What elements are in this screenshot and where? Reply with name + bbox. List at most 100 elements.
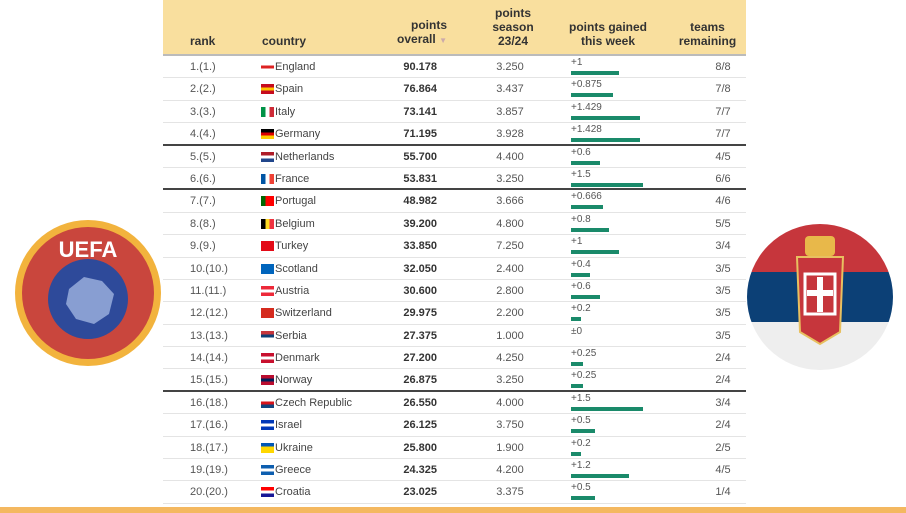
flag-icon xyxy=(261,196,274,207)
country-name[interactable]: Italy xyxy=(275,105,296,118)
points-week: +0.2 xyxy=(571,303,591,315)
country-name[interactable]: Portugal xyxy=(275,195,316,208)
points-week: +1 xyxy=(571,236,583,248)
table-row: 19.(19.) Greece 24.325 4.200 +1.2 4/5 xyxy=(163,459,746,482)
teams-remaining: 6/6 xyxy=(715,172,731,185)
points-season: 2.200 xyxy=(496,307,524,320)
points-week-bar xyxy=(571,182,643,187)
points-week: +0.2 xyxy=(571,437,591,449)
header-teams[interactable]: teams remaining xyxy=(678,20,737,48)
points-week: +0.4 xyxy=(571,258,591,270)
rank: 1.(1.) xyxy=(190,61,216,73)
table-row: 13.(13.) Serbia 27.375 1.000 ±0 3/5 xyxy=(163,325,746,348)
teams-remaining: 2/5 xyxy=(715,441,731,454)
points-season: 3.857 xyxy=(496,105,524,118)
teams-remaining: 3/5 xyxy=(715,284,731,297)
country-name[interactable]: Greece xyxy=(275,464,312,477)
rank: 19.(19.) xyxy=(190,464,228,477)
rank: 4.(4.) xyxy=(190,128,216,141)
rank: 17.(16.) xyxy=(190,419,228,432)
rank: 10.(10.) xyxy=(190,262,228,275)
country-name[interactable]: France xyxy=(275,172,310,185)
country-name[interactable]: Spain xyxy=(275,83,304,96)
points-overall: 32.050 xyxy=(403,262,437,275)
rank: 14.(14.) xyxy=(190,352,228,365)
points-season: 3.250 xyxy=(496,61,524,73)
rank: 18.(17.) xyxy=(190,441,228,454)
coefficient-table: rank country points overall ▼ points sea… xyxy=(163,0,746,504)
table-row: 18.(17.) Ukraine 25.800 1.900 +0.2 2/5 xyxy=(163,437,746,460)
table-row: 14.(14.) Denmark 27.200 4.250 +0.25 2/4 xyxy=(163,347,746,370)
points-week: +0.6 xyxy=(571,146,591,158)
header-points-week[interactable]: points gained this week xyxy=(569,20,647,48)
table-row: 9.(9.) Turkey 33.850 7.250 +1 3/4 xyxy=(163,235,746,258)
points-week-bar xyxy=(571,93,613,98)
points-week: +0.5 xyxy=(571,482,591,494)
points-week-bar xyxy=(571,205,603,210)
points-season: 3.250 xyxy=(496,172,524,185)
country-name[interactable]: Czech Republic xyxy=(275,396,353,409)
points-week: +1.429 xyxy=(571,101,602,113)
country-name[interactable]: Germany xyxy=(275,128,321,141)
points-season: 4.000 xyxy=(496,396,524,409)
points-week-bar xyxy=(571,474,629,479)
points-week-bar xyxy=(571,451,581,456)
country-name[interactable]: Scotland xyxy=(275,262,318,275)
teams-remaining: 2/4 xyxy=(715,419,731,432)
teams-remaining: 2/4 xyxy=(715,374,731,387)
points-season: 3.666 xyxy=(496,195,524,208)
points-season: 7.250 xyxy=(496,240,524,253)
points-overall: 26.875 xyxy=(403,374,437,387)
points-season: 1.900 xyxy=(496,441,524,454)
rank: 2.(2.) xyxy=(190,83,216,96)
country-name[interactable]: Denmark xyxy=(275,352,320,365)
country-name[interactable]: Israel xyxy=(275,419,302,432)
teams-remaining: 3/4 xyxy=(715,396,731,409)
country-name[interactable]: Belgium xyxy=(275,217,315,230)
header-points-overall[interactable]: points overall ▼ xyxy=(397,18,447,46)
points-week: +0.666 xyxy=(571,191,602,203)
sort-desc-icon: ▼ xyxy=(439,36,447,45)
teams-remaining: 7/7 xyxy=(715,128,731,141)
points-week-bar xyxy=(571,160,600,165)
points-overall: 76.864 xyxy=(403,83,437,96)
points-week: +1.428 xyxy=(571,124,602,136)
flag-icon xyxy=(261,173,274,184)
country-name[interactable]: Ukraine xyxy=(275,441,313,454)
country-name[interactable]: England xyxy=(275,61,316,73)
country-name[interactable]: Norway xyxy=(275,374,313,387)
svg-text:UEFA: UEFA xyxy=(59,237,118,262)
points-week-bar xyxy=(571,429,595,434)
points-overall: 26.125 xyxy=(403,419,437,432)
teams-remaining: 8/8 xyxy=(715,61,731,73)
teams-remaining: 4/5 xyxy=(715,464,731,477)
points-season: 4.400 xyxy=(496,150,524,163)
country-name[interactable]: Netherlands xyxy=(275,150,335,163)
country-name[interactable]: Turkey xyxy=(275,240,309,253)
flag-icon xyxy=(261,465,274,476)
country-name[interactable]: Serbia xyxy=(275,329,307,342)
country-name[interactable]: Croatia xyxy=(275,486,311,499)
points-week-bar xyxy=(571,272,591,277)
teams-remaining: 3/5 xyxy=(715,262,731,275)
header-country[interactable]: country xyxy=(262,34,307,48)
country-name[interactable]: Switzerland xyxy=(275,307,332,320)
flag-icon xyxy=(261,420,274,431)
header-rank[interactable]: rank xyxy=(190,34,216,48)
points-week: +0.25 xyxy=(571,348,597,360)
table-row: 20.(20.) Croatia 23.025 3.375 +0.5 1/4 xyxy=(163,481,746,504)
table-row: 2.(2.) Spain 76.864 3.437 +0.875 7/8 xyxy=(163,78,746,101)
country-name[interactable]: Austria xyxy=(275,284,310,297)
points-overall: 90.178 xyxy=(403,61,437,73)
teams-remaining: 4/5 xyxy=(715,150,731,163)
rank: 9.(9.) xyxy=(190,240,216,253)
table-row: 10.(10.) Scotland 32.050 2.400 +0.4 3/5 xyxy=(163,258,746,280)
table-row: 12.(12.) Switzerland 29.975 2.200 +0.2 3… xyxy=(163,302,746,325)
rank: 13.(13.) xyxy=(190,329,228,342)
teams-remaining: 3/5 xyxy=(715,307,731,320)
points-season: 3.250 xyxy=(496,374,524,387)
points-week: +1.2 xyxy=(571,460,591,472)
points-week: +1 xyxy=(571,57,583,68)
header-points-season[interactable]: points season 23/24 xyxy=(492,6,534,48)
points-season: 3.375 xyxy=(496,486,524,499)
